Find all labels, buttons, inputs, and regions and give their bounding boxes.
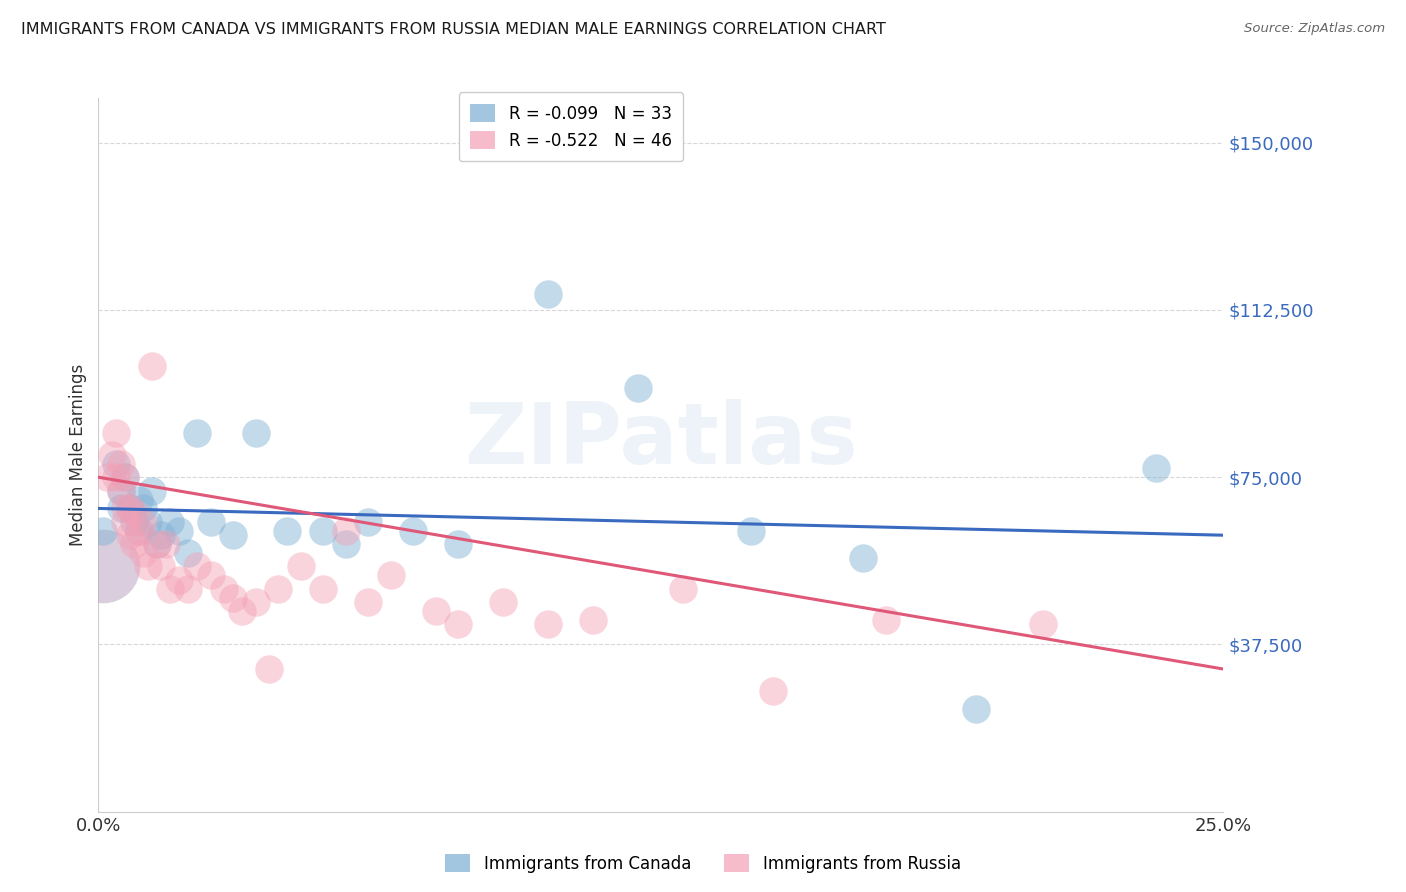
Point bbox=[425, 604, 447, 618]
Point bbox=[312, 524, 335, 538]
Point bbox=[110, 483, 132, 498]
Point bbox=[335, 524, 357, 538]
Point bbox=[159, 582, 181, 596]
Point bbox=[91, 524, 114, 538]
Point bbox=[124, 515, 146, 529]
Point bbox=[276, 524, 298, 538]
Point bbox=[155, 537, 177, 551]
Point bbox=[186, 559, 208, 574]
Point bbox=[128, 524, 150, 538]
Point bbox=[447, 617, 470, 632]
Point bbox=[169, 573, 191, 587]
Point bbox=[141, 483, 163, 498]
Point bbox=[447, 537, 470, 551]
Point bbox=[114, 501, 136, 516]
Point bbox=[136, 559, 159, 574]
Point bbox=[105, 457, 128, 471]
Point bbox=[105, 425, 128, 440]
Legend: Immigrants from Canada, Immigrants from Russia: Immigrants from Canada, Immigrants from … bbox=[439, 847, 967, 880]
Point bbox=[402, 524, 425, 538]
Point bbox=[222, 591, 245, 605]
Point bbox=[177, 546, 200, 560]
Point bbox=[852, 550, 875, 565]
Point bbox=[222, 528, 245, 542]
Point bbox=[312, 582, 335, 596]
Point bbox=[101, 448, 124, 462]
Point bbox=[132, 546, 155, 560]
Point bbox=[136, 515, 159, 529]
Point bbox=[124, 506, 146, 520]
Point bbox=[169, 524, 191, 538]
Point bbox=[200, 568, 222, 582]
Point bbox=[114, 470, 136, 484]
Point bbox=[245, 595, 267, 609]
Point bbox=[259, 662, 281, 676]
Point bbox=[128, 492, 150, 507]
Text: IMMIGRANTS FROM CANADA VS IMMIGRANTS FROM RUSSIA MEDIAN MALE EARNINGS CORRELATIO: IMMIGRANTS FROM CANADA VS IMMIGRANTS FRO… bbox=[21, 22, 886, 37]
Point bbox=[1032, 617, 1054, 632]
Point bbox=[128, 524, 150, 538]
Point bbox=[245, 425, 267, 440]
Point bbox=[110, 501, 132, 516]
Point bbox=[186, 425, 208, 440]
Point bbox=[267, 582, 290, 596]
Text: ZIPatlas: ZIPatlas bbox=[464, 399, 858, 483]
Point bbox=[582, 613, 605, 627]
Point bbox=[357, 595, 380, 609]
Point bbox=[118, 501, 141, 516]
Point bbox=[1144, 461, 1167, 475]
Point bbox=[231, 604, 253, 618]
Point bbox=[290, 559, 312, 574]
Point bbox=[335, 537, 357, 551]
Point bbox=[875, 613, 897, 627]
Point bbox=[214, 582, 236, 596]
Point bbox=[96, 470, 118, 484]
Point bbox=[91, 559, 114, 574]
Point bbox=[150, 559, 173, 574]
Point bbox=[357, 515, 380, 529]
Point bbox=[132, 515, 155, 529]
Point bbox=[537, 617, 560, 632]
Point bbox=[110, 483, 132, 498]
Point bbox=[110, 457, 132, 471]
Legend: R = -0.099   N = 33, R = -0.522   N = 46: R = -0.099 N = 33, R = -0.522 N = 46 bbox=[458, 92, 683, 161]
Point bbox=[91, 559, 114, 574]
Point bbox=[159, 515, 181, 529]
Point bbox=[537, 287, 560, 301]
Point bbox=[200, 515, 222, 529]
Point bbox=[627, 381, 650, 395]
Point bbox=[177, 582, 200, 596]
Point bbox=[141, 359, 163, 373]
Point bbox=[118, 528, 141, 542]
Point bbox=[150, 528, 173, 542]
Point bbox=[965, 702, 987, 716]
Point bbox=[105, 470, 128, 484]
Point bbox=[380, 568, 402, 582]
Point bbox=[492, 595, 515, 609]
Point bbox=[740, 524, 762, 538]
Point bbox=[114, 515, 136, 529]
Y-axis label: Median Male Earnings: Median Male Earnings bbox=[69, 364, 87, 546]
Point bbox=[146, 537, 169, 551]
Point bbox=[114, 470, 136, 484]
Point bbox=[118, 501, 141, 516]
Point bbox=[762, 684, 785, 698]
Point bbox=[672, 582, 695, 596]
Point bbox=[132, 501, 155, 516]
Point bbox=[146, 537, 169, 551]
Point bbox=[124, 537, 146, 551]
Text: Source: ZipAtlas.com: Source: ZipAtlas.com bbox=[1244, 22, 1385, 36]
